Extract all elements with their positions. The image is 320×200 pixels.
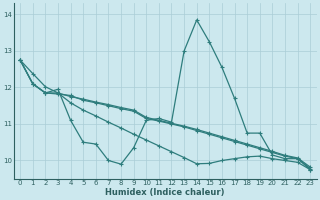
X-axis label: Humidex (Indice chaleur): Humidex (Indice chaleur) — [106, 188, 225, 197]
